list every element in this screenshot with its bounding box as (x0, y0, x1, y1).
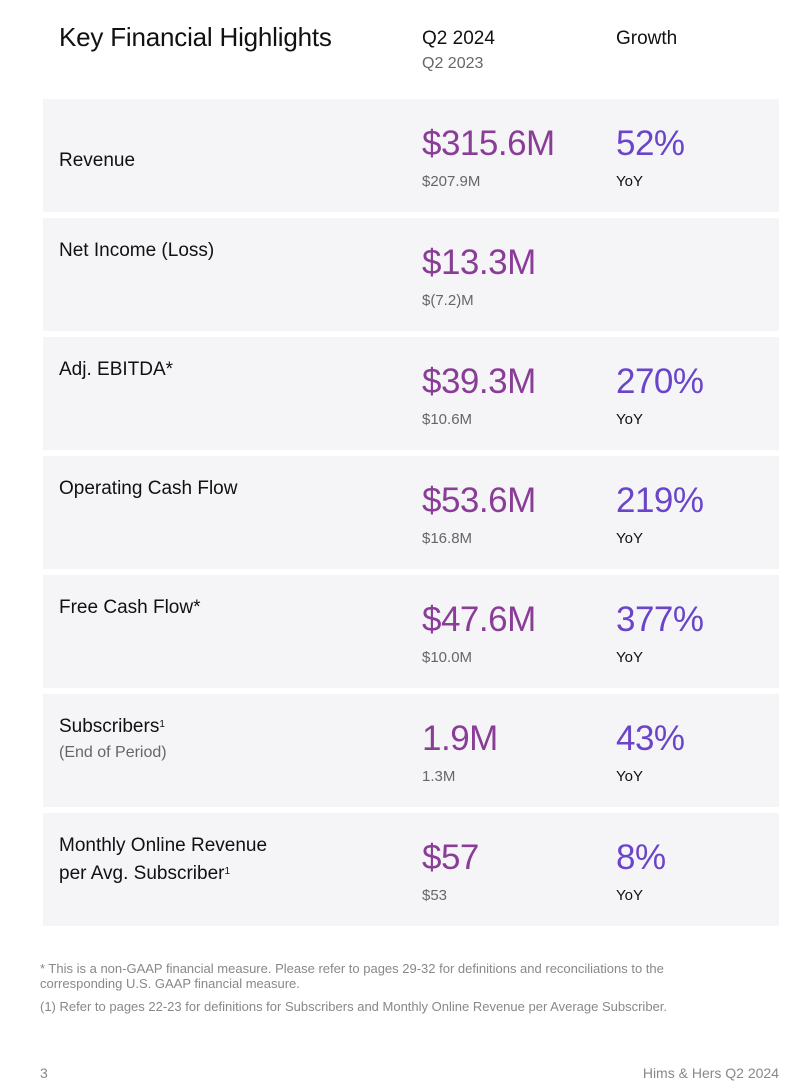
metric-label-block: Monthly Online Revenue per Avg. Subscrib… (59, 832, 267, 888)
metric-label: Adj. EBITDA* (59, 359, 174, 380)
metric-label: Operating Cash Flow (59, 478, 238, 499)
metric-growth-unit: YoY (616, 530, 643, 547)
metric-value: $47.6M (422, 600, 536, 639)
metric-growth: 219% (616, 481, 704, 520)
metric-value: $13.3M (422, 243, 536, 282)
metric-growth: 43% (616, 719, 685, 758)
metric-value: $39.3M (422, 362, 536, 401)
footnote-marker: 1 (159, 719, 165, 730)
growth-header: Growth (616, 28, 678, 49)
metric-value: 1.9M (422, 719, 498, 758)
metric-prior-value: $16.8M (422, 530, 473, 547)
metric-row-operating-cash-flow: Operating Cash Flow $53.6M $16.8M 219% Y… (43, 456, 779, 569)
metric-growth: 377% (616, 600, 704, 639)
metric-prior-value: $10.6M (422, 411, 473, 428)
metric-row-free-cash-flow: Free Cash Flow* $47.6M $10.0M 377% YoY (43, 575, 779, 688)
metric-sublabel: (End of Period) (59, 744, 167, 761)
metric-growth-unit: YoY (616, 649, 643, 666)
metric-growth: 52% (616, 124, 685, 163)
metric-label: Free Cash Flow* (59, 597, 201, 618)
footnote-marker: 1 (224, 866, 231, 877)
metric-growth: 270% (616, 362, 704, 401)
current-period-header: Q2 2024 (422, 28, 495, 49)
metric-label: Subscribers (59, 716, 160, 737)
metric-label: Net Income (Loss) (59, 240, 215, 261)
metric-label: Revenue (59, 150, 136, 171)
table-header: Key Financial Highlights Q2 2024 Q2 2023… (0, 0, 800, 99)
metric-prior-value: $53 (422, 887, 448, 904)
metric-growth-unit: YoY (616, 173, 643, 190)
metric-value: $53.6M (422, 481, 536, 520)
metric-growth-unit: YoY (616, 411, 643, 428)
footnotes: * This is a non-GAAP financial measure. … (40, 961, 740, 1022)
metric-growth-unit: YoY (616, 887, 643, 904)
highlights-table: Revenue $315.6M $207.9M 52% YoY Net Inco… (43, 99, 779, 932)
metric-row-adj-ebitda: Adj. EBITDA* $39.3M $10.6M 270% YoY (43, 337, 779, 450)
footer-brand: Hims & Hers Q2 2024 (642, 1065, 779, 1081)
page-title: Key Financial Highlights (59, 22, 332, 52)
metric-value: $57 (422, 838, 479, 877)
metric-row-monthly-online-revenue: Monthly Online Revenue per Avg. Subscrib… (43, 813, 779, 926)
metric-row-revenue: Revenue $315.6M $207.9M 52% YoY (43, 99, 779, 212)
metric-row-subscribers: Subscribers1 (End of Period) 1.9M 1.3M 4… (43, 694, 779, 807)
metric-prior-value: $10.0M (422, 649, 473, 666)
metric-growth: 8% (616, 838, 666, 877)
prior-period-header: Q2 2023 (422, 55, 484, 72)
page-number: 3 (40, 1065, 48, 1081)
metric-row-net-income: Net Income (Loss) $13.3M $(7.2)M (43, 218, 779, 331)
subscriber-definition-note: (1) Refer to pages 22-23 for definitions… (40, 999, 667, 1014)
metric-prior-value: $207.9M (422, 173, 481, 190)
metric-label: per Avg. Subscriber (59, 863, 225, 884)
metric-label-block: Subscribers1 (End of Period) (59, 713, 167, 765)
non-gaap-note: * This is a non-GAAP financial measure. … (40, 961, 664, 991)
metric-prior-value: $(7.2)M (422, 292, 474, 309)
metric-growth-unit: YoY (616, 768, 643, 785)
metric-label-line1: Monthly Online Revenue (59, 835, 268, 856)
metric-value: $315.6M (422, 124, 555, 163)
metric-prior-value: 1.3M (422, 768, 456, 785)
